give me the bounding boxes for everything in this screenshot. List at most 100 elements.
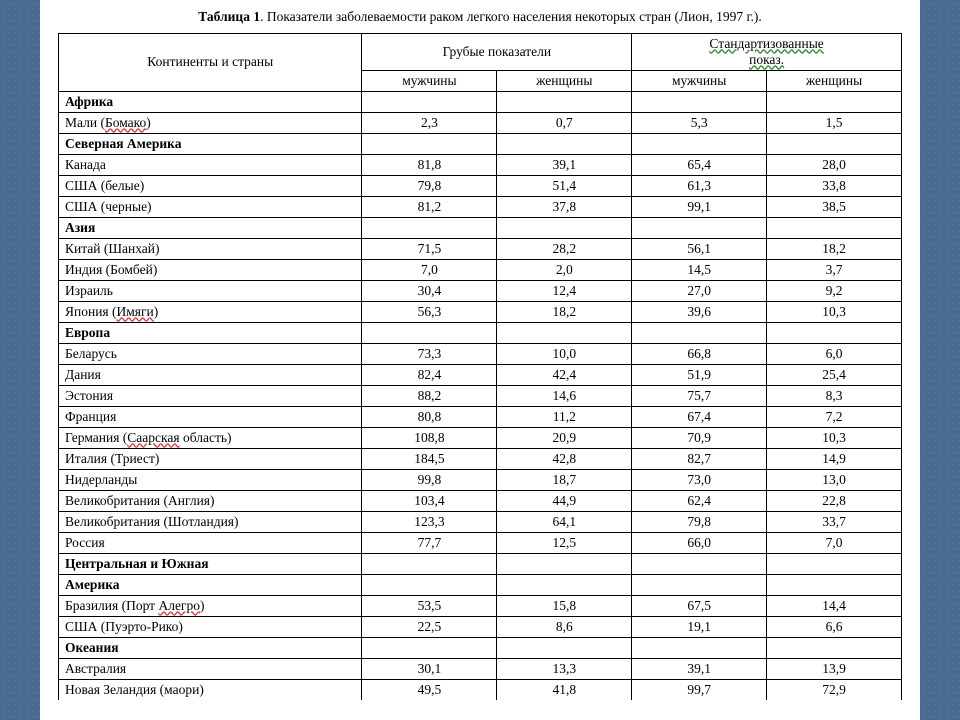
table-row: США (черные)81,237,899,138,5: [59, 196, 902, 217]
cell-value: 28,2: [497, 238, 632, 259]
col-header-std-men: мужчины: [632, 70, 767, 91]
cell-value: 67,5: [632, 595, 767, 616]
cell-value: 41,8: [497, 679, 632, 700]
table-row: Бразилия (Порт Алегро)53,515,867,514,4: [59, 595, 902, 616]
cell-value: 22,5: [362, 616, 497, 637]
cell-value: [767, 637, 902, 658]
cell-value: [497, 322, 632, 343]
row-label: США (белые): [59, 175, 362, 196]
cell-value: [362, 637, 497, 658]
cell-value: 62,4: [632, 490, 767, 511]
cell-value: 75,7: [632, 385, 767, 406]
cell-value: 61,3: [632, 175, 767, 196]
table-row: США (белые)79,851,461,333,8: [59, 175, 902, 196]
row-label: Центральная и Южная: [59, 553, 362, 574]
slide-border-left: [0, 0, 40, 720]
cell-value: 2,3: [362, 112, 497, 133]
col-header-std-women: женщины: [767, 70, 902, 91]
row-label: Китай (Шанхай): [59, 238, 362, 259]
cell-value: 27,0: [632, 280, 767, 301]
cell-value: 11,2: [497, 406, 632, 427]
cell-value: [632, 91, 767, 112]
cell-value: 8,6: [497, 616, 632, 637]
row-label: Нидерланды: [59, 469, 362, 490]
cell-value: 82,7: [632, 448, 767, 469]
cell-value: [497, 553, 632, 574]
cell-value: 88,2: [362, 385, 497, 406]
row-label: Россия: [59, 532, 362, 553]
table-row: Африка: [59, 91, 902, 112]
cell-value: 33,7: [767, 511, 902, 532]
table-row: Нидерланды99,818,773,013,0: [59, 469, 902, 490]
cell-value: 39,1: [632, 658, 767, 679]
table-row: Мали (Бомако)2,30,75,31,5: [59, 112, 902, 133]
table-caption: Таблица 1. Показатели заболеваемости рак…: [58, 8, 902, 27]
row-label: Израиль: [59, 280, 362, 301]
cell-value: 44,9: [497, 490, 632, 511]
cell-value: 7,2: [767, 406, 902, 427]
col-header-region: Континенты и страны: [59, 33, 362, 91]
cell-value: 6,6: [767, 616, 902, 637]
cell-value: 71,5: [362, 238, 497, 259]
cell-value: 37,8: [497, 196, 632, 217]
table-row: Австралия30,113,339,113,9: [59, 658, 902, 679]
cell-value: 38,5: [767, 196, 902, 217]
row-label: Новая Зеландия (маори): [59, 679, 362, 700]
cell-value: [632, 553, 767, 574]
cell-value: 42,4: [497, 364, 632, 385]
row-label: Северная Америка: [59, 133, 362, 154]
row-label: Америка: [59, 574, 362, 595]
table-row: Япония (Имяги)56,318,239,610,3: [59, 301, 902, 322]
cell-value: [767, 322, 902, 343]
row-label: Италия (Триест): [59, 448, 362, 469]
cell-value: 77,7: [362, 532, 497, 553]
cell-value: 99,7: [632, 679, 767, 700]
row-label: США (черные): [59, 196, 362, 217]
document-sheet: Таблица 1. Показатели заболеваемости рак…: [40, 0, 920, 720]
caption-rest: . Показатели заболеваемости раком легког…: [260, 9, 762, 24]
cell-value: 30,4: [362, 280, 497, 301]
cell-value: 99,8: [362, 469, 497, 490]
cell-value: [767, 574, 902, 595]
cell-value: [632, 574, 767, 595]
cell-value: [362, 574, 497, 595]
table-row: Канада81,839,165,428,0: [59, 154, 902, 175]
cell-value: 13,9: [767, 658, 902, 679]
cell-value: [767, 91, 902, 112]
cell-value: [767, 217, 902, 238]
cell-value: 5,3: [632, 112, 767, 133]
table-row: Эстония88,214,675,78,3: [59, 385, 902, 406]
cell-value: 13,0: [767, 469, 902, 490]
row-label: Франция: [59, 406, 362, 427]
cell-value: 70,9: [632, 427, 767, 448]
cell-value: [497, 91, 632, 112]
cell-value: 0,7: [497, 112, 632, 133]
cell-value: 49,5: [362, 679, 497, 700]
cell-value: 72,9: [767, 679, 902, 700]
table-row: Германия (Саарская область)108,820,970,9…: [59, 427, 902, 448]
cell-value: 9,2: [767, 280, 902, 301]
cell-value: 42,8: [497, 448, 632, 469]
table-row: Италия (Триест)184,542,882,714,9: [59, 448, 902, 469]
cell-value: 12,4: [497, 280, 632, 301]
cell-value: 66,0: [632, 532, 767, 553]
cell-value: 123,3: [362, 511, 497, 532]
cell-value: 15,8: [497, 595, 632, 616]
cell-value: [497, 217, 632, 238]
row-label: США (Пуэрто-Рико): [59, 616, 362, 637]
cell-value: 18,7: [497, 469, 632, 490]
row-label: Германия (Саарская область): [59, 427, 362, 448]
std-word-2: показ.: [749, 52, 784, 67]
table-row: Центральная и Южная: [59, 553, 902, 574]
cell-value: 30,1: [362, 658, 497, 679]
row-label: Великобритания (Англия): [59, 490, 362, 511]
cell-value: 14,5: [632, 259, 767, 280]
cell-value: [767, 553, 902, 574]
table-row: Европа: [59, 322, 902, 343]
cell-value: 56,3: [362, 301, 497, 322]
cell-value: 103,4: [362, 490, 497, 511]
table-row: США (Пуэрто-Рико)22,58,619,16,6: [59, 616, 902, 637]
table-body: АфрикаМали (Бомако)2,30,75,31,5Северная …: [59, 91, 902, 700]
caption-bold: Таблица 1: [198, 9, 260, 24]
cell-value: [497, 133, 632, 154]
